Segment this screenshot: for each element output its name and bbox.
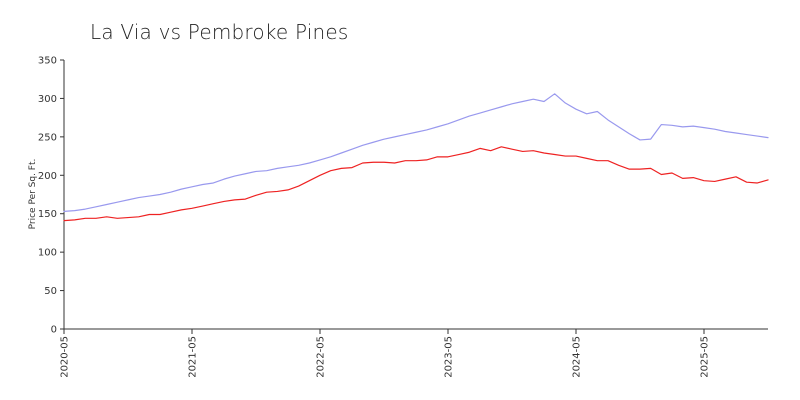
y-tick-label: 350: [38, 56, 57, 67]
y-tick-label: 50: [44, 286, 57, 297]
y-tick-label: 250: [38, 132, 57, 143]
x-tick-label: 2020-05: [60, 336, 71, 378]
y-axis: 0 50 100 150 200 250 300 350: [38, 56, 65, 336]
y-tick-label: 150: [38, 209, 57, 220]
x-tick-label: 2025-05: [700, 336, 711, 378]
y-tick-label: 200: [38, 171, 57, 182]
x-tick-label: 2023-05: [444, 336, 455, 378]
x-tick-label: 2021-05: [188, 336, 199, 378]
y-axis-title: Price Per Sq. Ft.: [28, 159, 38, 230]
series-line-1: [63, 93, 769, 213]
series-layer: [63, 93, 769, 222]
y-tick-label: 100: [38, 248, 57, 259]
y-tick-label: 0: [51, 325, 57, 336]
x-tick-label: 2022-05: [316, 336, 327, 378]
y-tick-label: 300: [38, 94, 57, 105]
x-axis: 2020-05 2021-05 2022-05 2023-05 2024-05 2025-…: [60, 328, 768, 378]
series-line-2: [63, 146, 769, 222]
chart-title: La Via vs Pembroke Pines: [90, 20, 349, 44]
x-tick-label: 2024-05: [572, 336, 583, 378]
